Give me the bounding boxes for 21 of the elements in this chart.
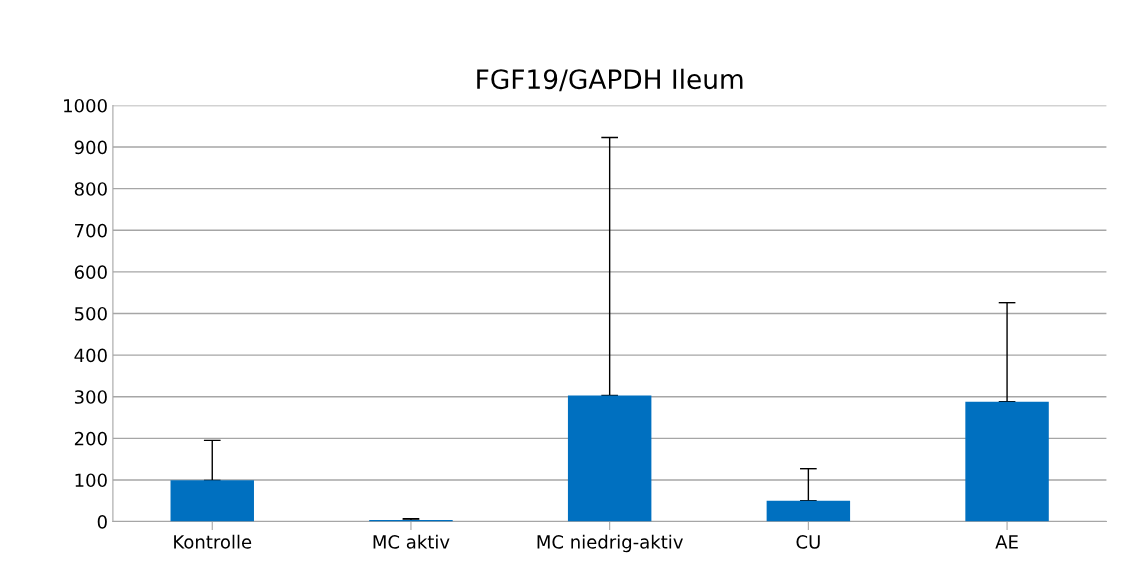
- bar: [170, 480, 254, 522]
- bar: [965, 401, 1049, 522]
- y-tick-label: 500: [74, 306, 107, 321]
- chart-title: FGF19/GAPDH Ileum: [477, 68, 743, 92]
- y-tick-label: 700: [75, 223, 107, 238]
- x-tick-label: MC aktiv: [373, 534, 450, 549]
- x-tick-label: AE: [995, 535, 1018, 549]
- y-tick-label: 200: [74, 431, 107, 446]
- y-tick-label: 100: [75, 473, 107, 488]
- y-tick-label: 0: [97, 515, 107, 529]
- y-tick-label: 1000: [64, 98, 107, 113]
- y-tick-label: 800: [74, 182, 107, 196]
- x-tick-label: MC niedrig-aktiv: [537, 534, 683, 553]
- x-tick-label: CU: [796, 535, 820, 549]
- y-tick-label: 600: [74, 265, 107, 280]
- y-tick-label: 400: [74, 348, 107, 363]
- bar: [567, 395, 652, 522]
- y-tick-label: 900: [74, 140, 107, 155]
- x-tick-label: Kontrolle: [174, 534, 252, 549]
- y-tick-label: 300: [74, 390, 107, 404]
- bar: [766, 500, 851, 522]
